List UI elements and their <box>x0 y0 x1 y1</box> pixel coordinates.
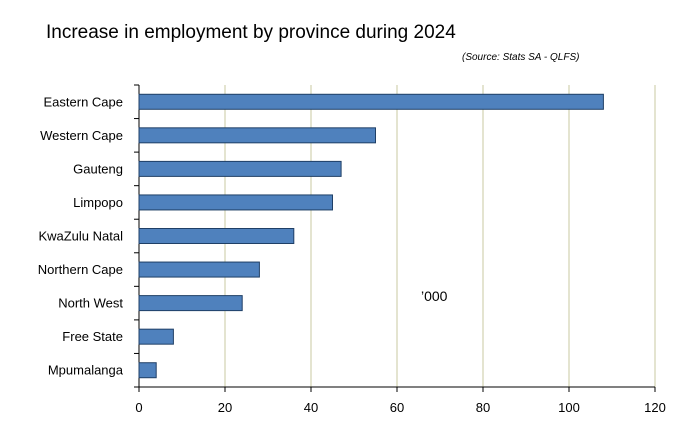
x-tick-label-100: 100 <box>558 400 580 415</box>
bar-eastern-cape <box>138 93 604 110</box>
category-label-free-state: Free State <box>62 329 123 344</box>
chart-source: (Source: Stats SA - QLFS) <box>462 52 580 63</box>
bar-limpopo <box>138 194 333 211</box>
bar-mpumalanga <box>138 362 157 379</box>
bar-western-cape <box>138 127 376 144</box>
x-tick-label-120: 120 <box>644 400 666 415</box>
unit-label: ’000 <box>421 288 448 304</box>
bar-gauteng <box>138 160 342 177</box>
x-tick-label-80: 80 <box>476 400 490 415</box>
x-tick-label-20: 20 <box>218 400 232 415</box>
category-label-eastern-cape: Eastern Cape <box>44 94 124 109</box>
bars <box>138 93 604 379</box>
category-label-western-cape: Western Cape <box>40 128 123 143</box>
category-label-limpopo: Limpopo <box>73 195 123 210</box>
x-tick-label-0: 0 <box>135 400 142 415</box>
x-tick-labels: 0 20 40 60 80 100 120 <box>135 400 665 415</box>
bar-free-state <box>138 328 174 345</box>
bar-kwazulu-natal <box>138 228 295 244</box>
category-label-kwazulu-natal: KwaZulu Natal <box>38 229 123 244</box>
bar-north-west <box>138 295 243 312</box>
x-tick-label-60: 60 <box>390 400 404 415</box>
category-label-north-west: North West <box>58 296 123 311</box>
category-label-northern-cape: Northern Cape <box>38 262 123 277</box>
category-labels: Eastern Cape Western Cape Gauteng Limpopo Kw… <box>38 94 124 377</box>
chart-title: Increase in employment by province durin… <box>46 22 456 43</box>
category-label-gauteng: Gauteng <box>73 161 123 176</box>
category-label-mpumalanga: Mpumalanga <box>48 363 124 378</box>
x-tick-label-40: 40 <box>304 400 318 415</box>
bar-northern-cape <box>138 261 260 278</box>
